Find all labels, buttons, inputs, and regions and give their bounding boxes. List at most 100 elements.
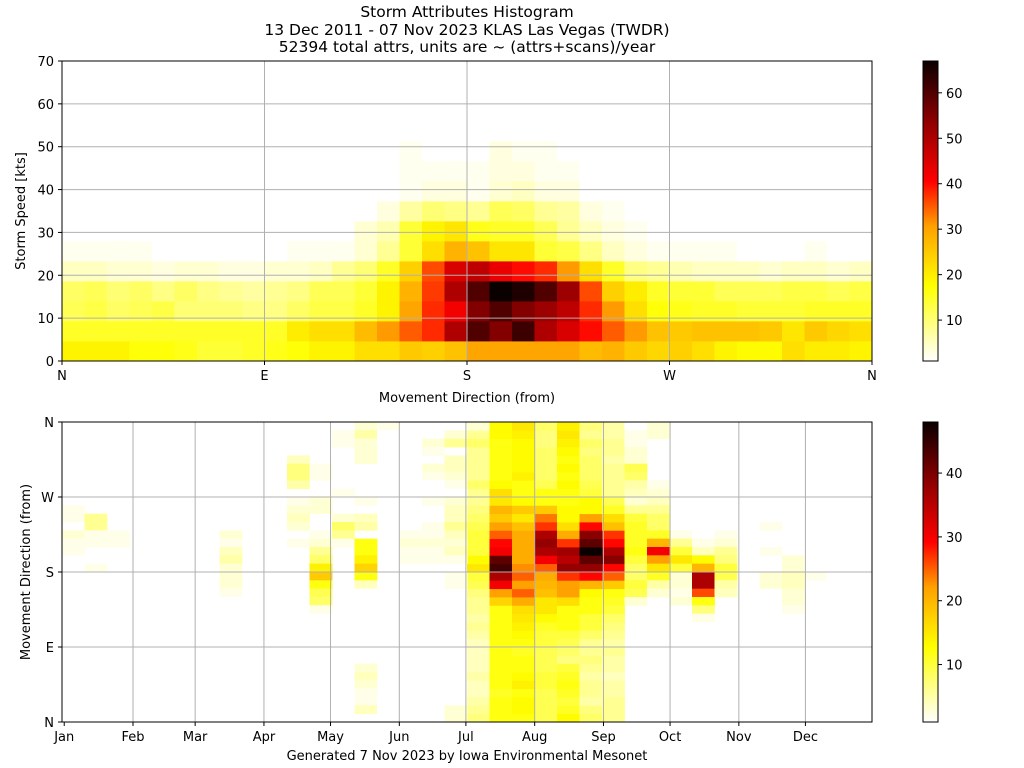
heatmap-cell [377, 260, 400, 282]
heatmap-cell [602, 522, 625, 531]
heatmap-cell [782, 588, 805, 598]
heatmap-cell [534, 340, 558, 362]
heatmap-cell [602, 430, 625, 440]
heatmap-cell [512, 647, 535, 656]
heatmap-cell [354, 572, 378, 581]
heatmap-cell [557, 160, 580, 182]
heatmap-cell [759, 260, 783, 282]
heatmap-cell [827, 240, 850, 262]
heatmap-cell [444, 455, 468, 465]
heatmap-cell [714, 220, 738, 242]
heatmap-cell [399, 220, 423, 242]
heatmap-cell [489, 280, 513, 302]
heatmap-cell [579, 280, 603, 302]
heatmap-cell [444, 260, 468, 282]
heatmap-cell [444, 522, 468, 531]
heatmap-cell [692, 588, 715, 598]
heatmap-cell [737, 220, 760, 242]
heatmap-cell [624, 497, 648, 506]
heatmap-cell [827, 588, 850, 598]
x-tick-label: N [57, 369, 67, 384]
heatmap-cell [309, 260, 333, 282]
heatmap-cell [557, 505, 580, 515]
heatmap-cell [377, 220, 400, 242]
heatmap-cell [489, 697, 513, 706]
heatmap-cell [647, 220, 670, 242]
heatmap-cell [152, 240, 175, 262]
heatmap-cell [534, 705, 558, 715]
y-tick-label: 20 [37, 269, 54, 284]
heatmap-cell [512, 622, 535, 631]
heatmap-cell [534, 522, 558, 531]
y-tick-label: N [44, 416, 54, 431]
y-tick-label: N [44, 716, 54, 731]
heatmap-cell [647, 513, 670, 523]
heatmap-cell [422, 280, 445, 302]
heatmap-cell [332, 340, 355, 362]
x-tick-label: Jul [457, 730, 474, 745]
heatmap-cell [557, 572, 580, 581]
heatmap-cell [489, 488, 513, 498]
heatmap-cell [354, 680, 378, 690]
heatmap-cell [602, 538, 625, 548]
heatmap-cell [129, 280, 153, 302]
heatmap-cell [377, 240, 400, 262]
heatmap-cell [714, 300, 738, 322]
heatmap-cell [489, 672, 513, 681]
heatmap-cell [62, 538, 85, 548]
heatmap-cell [84, 580, 108, 590]
heatmap-cell [489, 430, 513, 440]
heatmap-cell [489, 455, 513, 465]
heatmap-cell [827, 280, 850, 302]
heatmap-cell [512, 200, 535, 222]
heatmap-cell [444, 180, 468, 202]
heatmap-cell [714, 572, 738, 581]
heatmap-cell [444, 300, 468, 322]
heatmap-cell [557, 663, 580, 673]
colorbar-tick-label: 20 [946, 595, 963, 610]
heatmap-cell [647, 320, 670, 342]
heatmap-cell [512, 480, 535, 490]
heatmap-cell [579, 588, 603, 598]
heatmap-cell [354, 513, 378, 523]
heatmap-cell [827, 572, 850, 581]
heatmap-cell [467, 547, 490, 556]
heatmap-cell [62, 320, 85, 342]
heatmap-cell [557, 430, 580, 440]
heatmap-cell [737, 300, 760, 322]
heatmap-cell [129, 260, 153, 282]
heatmap-cell [354, 697, 378, 706]
heatmap-cell [444, 200, 468, 222]
y-tick-label: W [41, 491, 54, 506]
heatmap-cell [759, 340, 783, 362]
heatmap-cell [714, 320, 738, 342]
heatmap-cell [534, 672, 558, 681]
heatmap-cell [602, 438, 625, 448]
heatmap-cell [332, 260, 355, 282]
heatmap-cell [354, 580, 378, 590]
heatmap-cell [602, 530, 625, 540]
heatmap-cell [512, 160, 535, 182]
heatmap-cell [759, 280, 783, 302]
heatmap-cell [309, 505, 333, 515]
heatmap-cell [602, 513, 625, 523]
heatmap-cell [534, 120, 558, 142]
heatmap-cell [692, 280, 715, 302]
heatmap-cell [197, 530, 220, 540]
heatmap-cell [422, 538, 445, 548]
heatmap-cell [152, 538, 175, 548]
heatmap-cell [849, 280, 873, 302]
heatmap-cell [399, 538, 423, 548]
heatmap-cell [624, 572, 648, 581]
heatmap-cell [219, 547, 243, 556]
heatmap-cell [579, 672, 603, 681]
x-tick-label: Jan [53, 730, 74, 745]
heatmap-cell [309, 340, 333, 362]
heatmap-cell [602, 240, 625, 262]
heatmap-cell [557, 522, 580, 531]
heatmap-cell [422, 260, 445, 282]
heatmap-cell [534, 555, 558, 565]
heatmap-cell [467, 497, 490, 506]
heatmap-cell [512, 280, 535, 302]
heatmap-cell [467, 588, 490, 598]
